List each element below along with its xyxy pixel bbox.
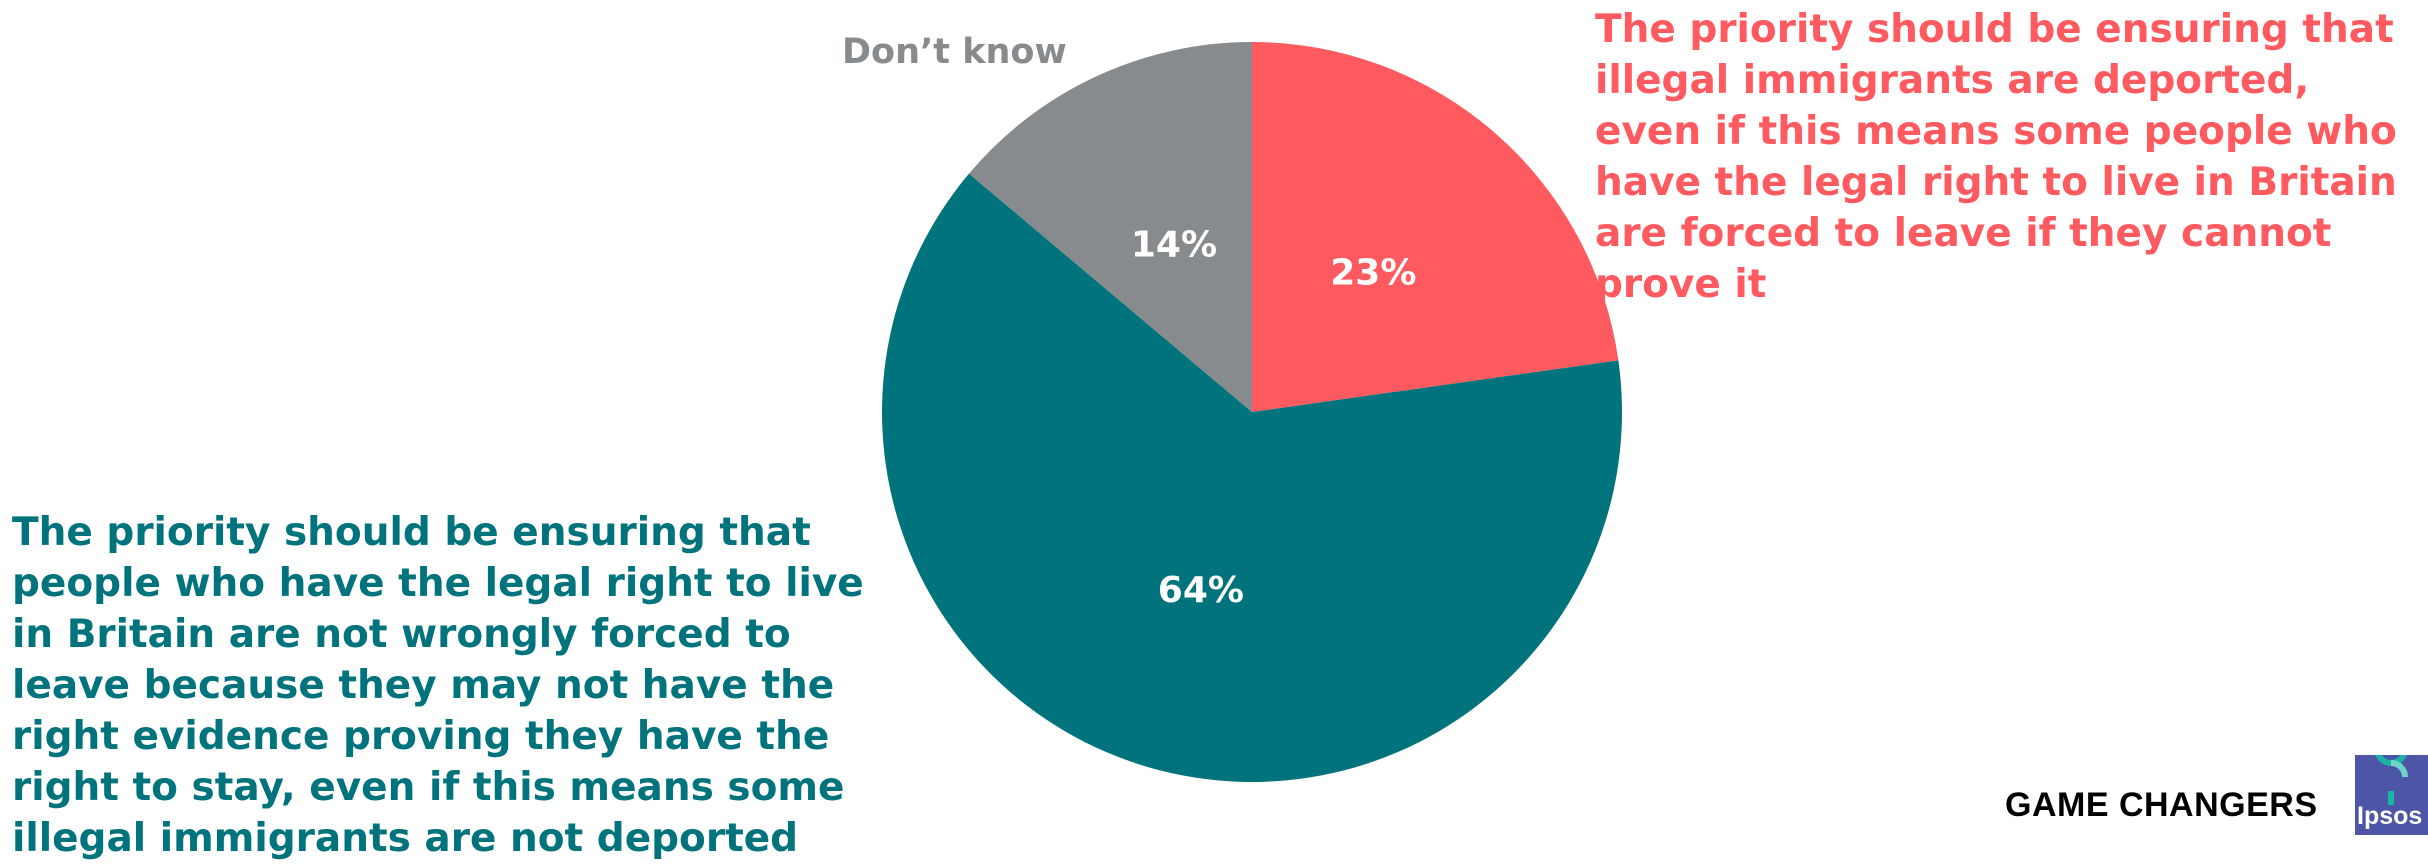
legend-label-deport-priority: The priority should be ensuring that ill…	[1595, 7, 2397, 307]
game-changers-tagline: GAME CHANGERS	[2005, 786, 2318, 824]
ipsos-logo-mark-icon	[2375, 755, 2408, 805]
legend-label-protect-legal-residents: The priority should be ensuring that peo…	[12, 510, 864, 861]
ipsos-logo-text: Ipsos	[2357, 802, 2423, 830]
pie-slice-dont-know	[968, 41, 1252, 412]
legend-label-dont-know: Don’t know	[842, 32, 1067, 72]
ipsos-logo: Ipsos	[2355, 755, 2428, 835]
pie-slice-protect	[881, 173, 1622, 783]
pie-slice-value-dont-know: 14%	[1131, 224, 1217, 265]
pie-slice-deport	[1252, 42, 1619, 412]
pie-slice-value-protect: 64%	[1158, 570, 1244, 611]
pie-slice-labels: 23% 64% 14%	[1131, 224, 1417, 611]
pie-slices	[881, 41, 1622, 783]
pie-slice-value-deport: 23%	[1330, 252, 1416, 293]
